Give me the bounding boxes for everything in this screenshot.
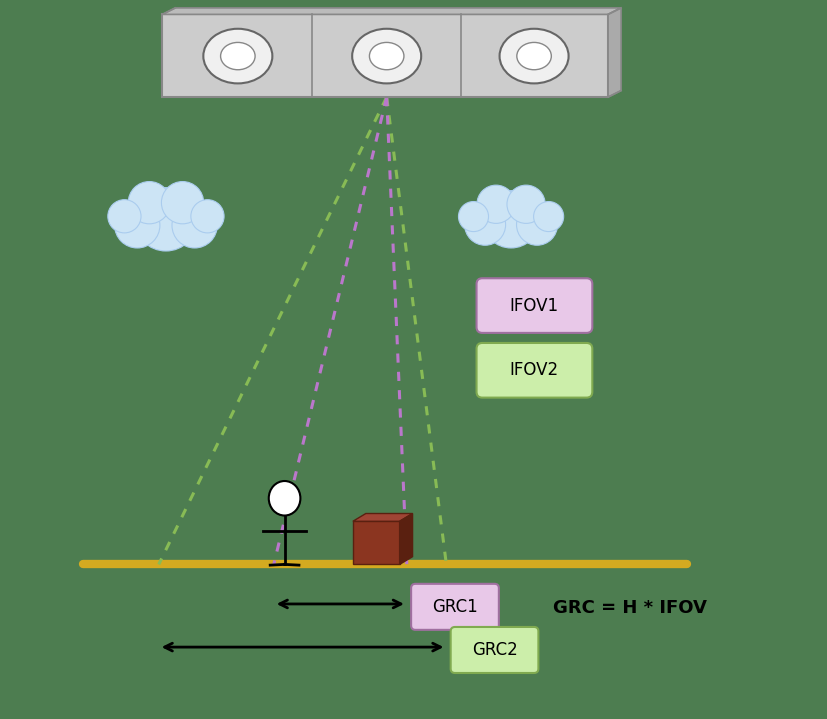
Text: GRC2: GRC2 <box>471 641 517 659</box>
Circle shape <box>506 186 544 224</box>
FancyBboxPatch shape <box>476 343 591 398</box>
Circle shape <box>172 203 217 248</box>
Ellipse shape <box>516 42 551 70</box>
Polygon shape <box>352 513 412 521</box>
Circle shape <box>476 186 514 224</box>
Ellipse shape <box>499 29 568 83</box>
Text: GRC = H * IFOV: GRC = H * IFOV <box>552 598 705 617</box>
Ellipse shape <box>220 42 255 70</box>
Ellipse shape <box>351 29 421 83</box>
Text: GRC1: GRC1 <box>432 597 477 616</box>
Circle shape <box>458 201 488 232</box>
Ellipse shape <box>203 29 272 83</box>
Polygon shape <box>607 8 620 97</box>
Polygon shape <box>162 8 620 14</box>
Circle shape <box>482 191 539 248</box>
Ellipse shape <box>269 481 300 516</box>
Circle shape <box>128 182 170 224</box>
Bar <box>162 14 607 97</box>
Polygon shape <box>399 513 412 564</box>
Polygon shape <box>352 521 399 564</box>
Circle shape <box>161 182 203 224</box>
Circle shape <box>108 200 141 233</box>
Circle shape <box>134 188 198 251</box>
Text: IFOV2: IFOV2 <box>509 361 558 380</box>
Circle shape <box>516 204 557 245</box>
Circle shape <box>464 204 505 245</box>
Circle shape <box>533 201 563 232</box>
Circle shape <box>114 203 160 248</box>
FancyBboxPatch shape <box>411 584 498 630</box>
Ellipse shape <box>369 42 404 70</box>
Text: IFOV1: IFOV1 <box>509 296 558 315</box>
FancyBboxPatch shape <box>476 278 591 333</box>
Circle shape <box>191 200 224 233</box>
FancyBboxPatch shape <box>450 627 538 673</box>
